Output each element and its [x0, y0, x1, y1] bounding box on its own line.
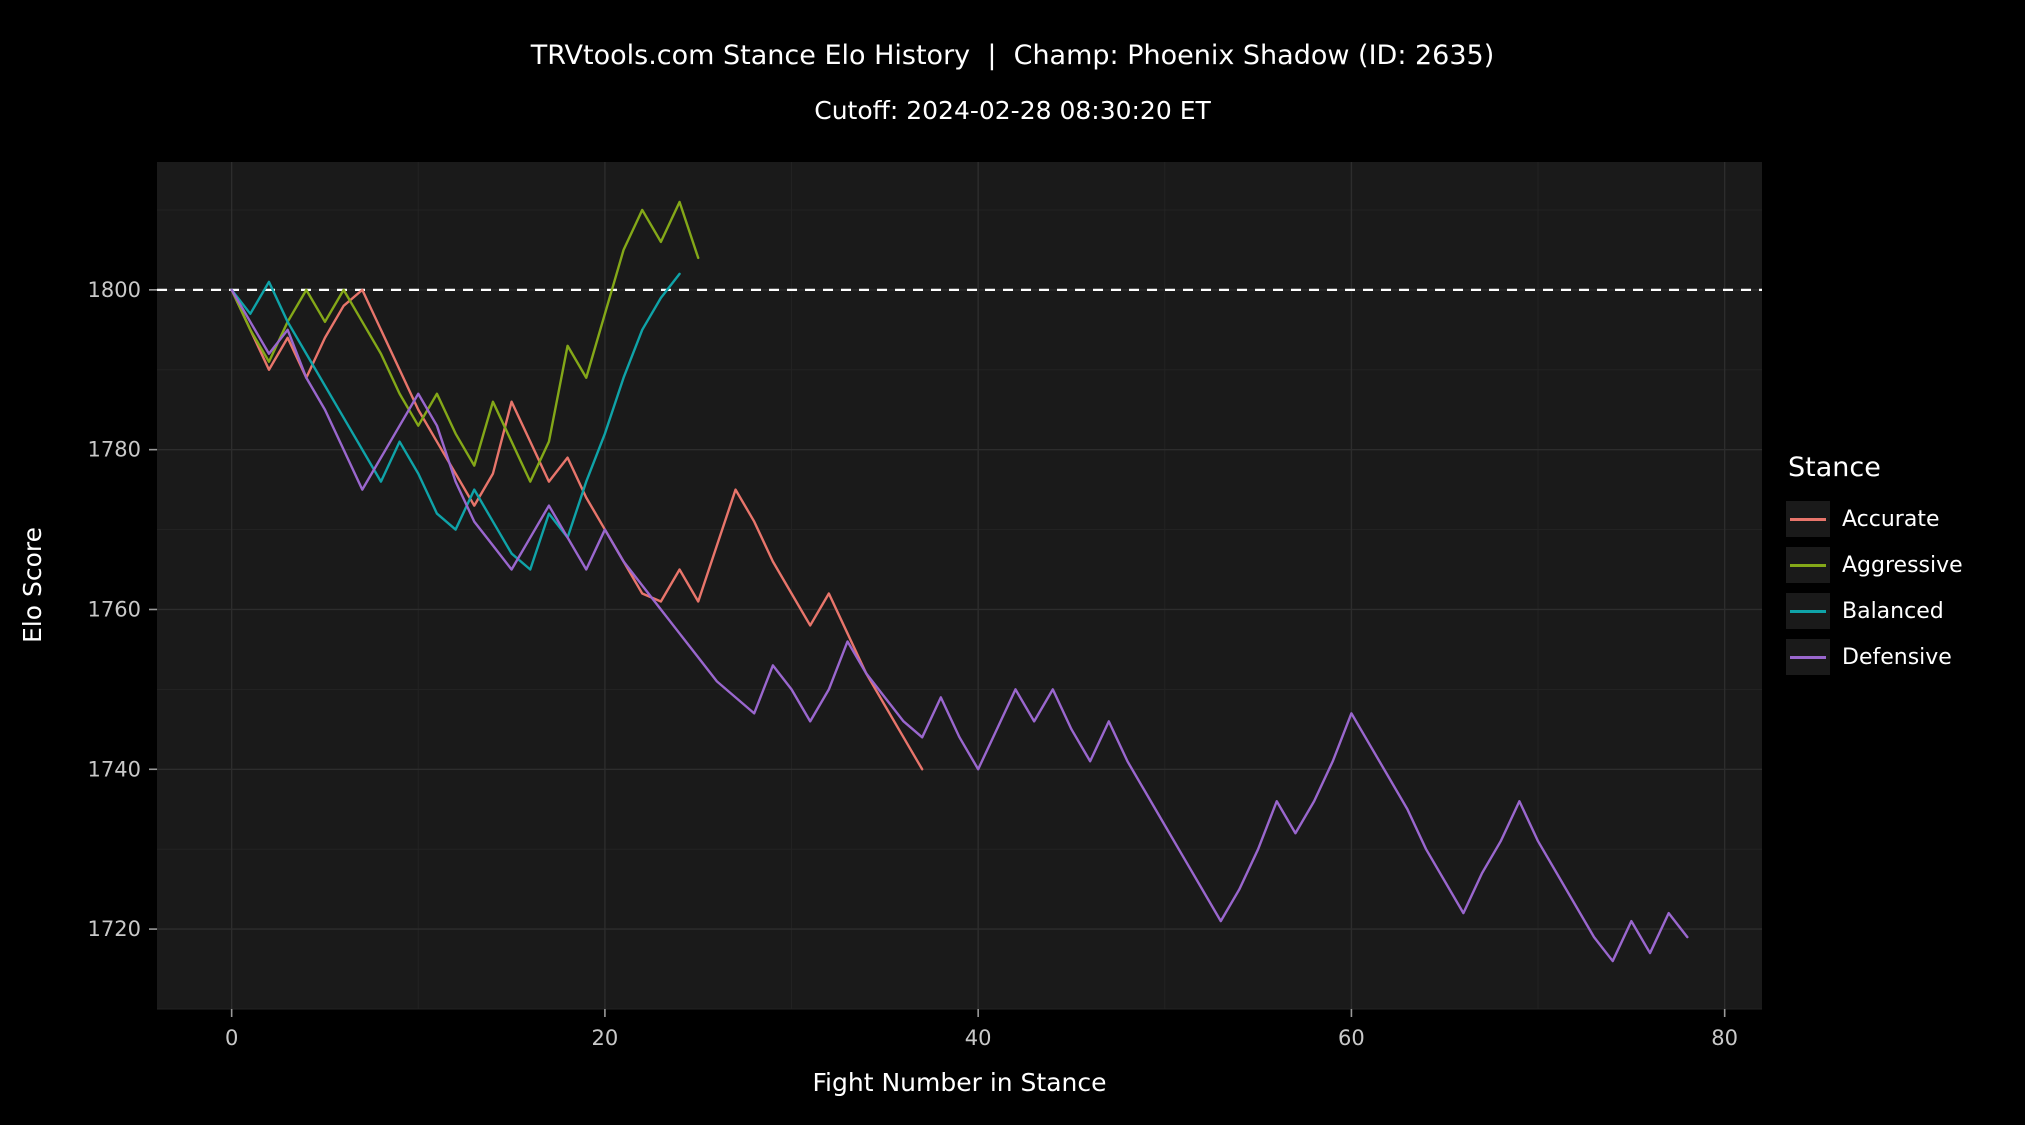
- legend-label-aggressive: Aggressive: [1842, 552, 1963, 578]
- axis-ticks: [149, 289, 1726, 1017]
- legend-key-line-defensive: [1790, 655, 1826, 659]
- legend-key-defensive: [1786, 639, 1830, 675]
- legend-key-line-aggressive: [1790, 563, 1826, 567]
- grid-major: [157, 162, 1762, 1009]
- y-tick-label: 1740: [88, 757, 141, 781]
- legend: Stance Accurate Aggressive Balanced Defensi…: [1786, 452, 1963, 685]
- legend-key-balanced: [1786, 593, 1830, 629]
- page-subtitle: Cutoff: 2024-02-28 08:30:20 ET: [814, 96, 1211, 125]
- page-title: TRVtools.com Stance Elo History | Champ:…: [530, 40, 1495, 71]
- y-tick-label: 1800: [88, 278, 141, 302]
- legend-item-defensive: Defensive: [1786, 639, 1963, 675]
- y-tick-label: 1780: [88, 438, 141, 462]
- legend-key-accurate: [1786, 501, 1830, 537]
- series-line-accurate: [230, 288, 924, 771]
- x-tick-label: 40: [965, 1026, 992, 1050]
- x-tick-label: 80: [1711, 1026, 1738, 1050]
- series-line-balanced: [230, 272, 681, 571]
- legend-title: Stance: [1788, 452, 1881, 483]
- legend-item-aggressive: Aggressive: [1786, 547, 1963, 583]
- axis-tick-labels: 0 20 40 60 80 1720 1740 1760 1780 1800: [88, 278, 1738, 1050]
- legend-items: Accurate Aggressive Balanced Defensive: [1786, 501, 1963, 675]
- grid-minor: [157, 162, 1762, 1010]
- y-tick-label: 1720: [88, 917, 141, 941]
- legend-label-balanced: Balanced: [1842, 598, 1944, 624]
- legend-key-aggressive: [1786, 547, 1830, 583]
- x-tick-label: 0: [225, 1026, 238, 1050]
- legend-item-accurate: Accurate: [1786, 501, 1963, 537]
- plot-panel: [157, 162, 1762, 1009]
- series-line-aggressive: [230, 200, 700, 483]
- legend-key-line-balanced: [1790, 609, 1826, 613]
- legend-item-balanced: Balanced: [1786, 593, 1963, 629]
- y-axis-label: Elo Score: [18, 526, 47, 644]
- legend-label-accurate: Accurate: [1842, 506, 1940, 532]
- series-line-defensive: [230, 288, 1689, 963]
- y-tick-label: 1760: [88, 597, 141, 621]
- x-axis-label: Fight Number in Stance: [812, 1068, 1107, 1097]
- legend-key-line-accurate: [1790, 517, 1826, 521]
- legend-label-defensive: Defensive: [1842, 644, 1952, 670]
- x-tick-label: 20: [592, 1026, 619, 1050]
- x-tick-label: 60: [1338, 1026, 1365, 1050]
